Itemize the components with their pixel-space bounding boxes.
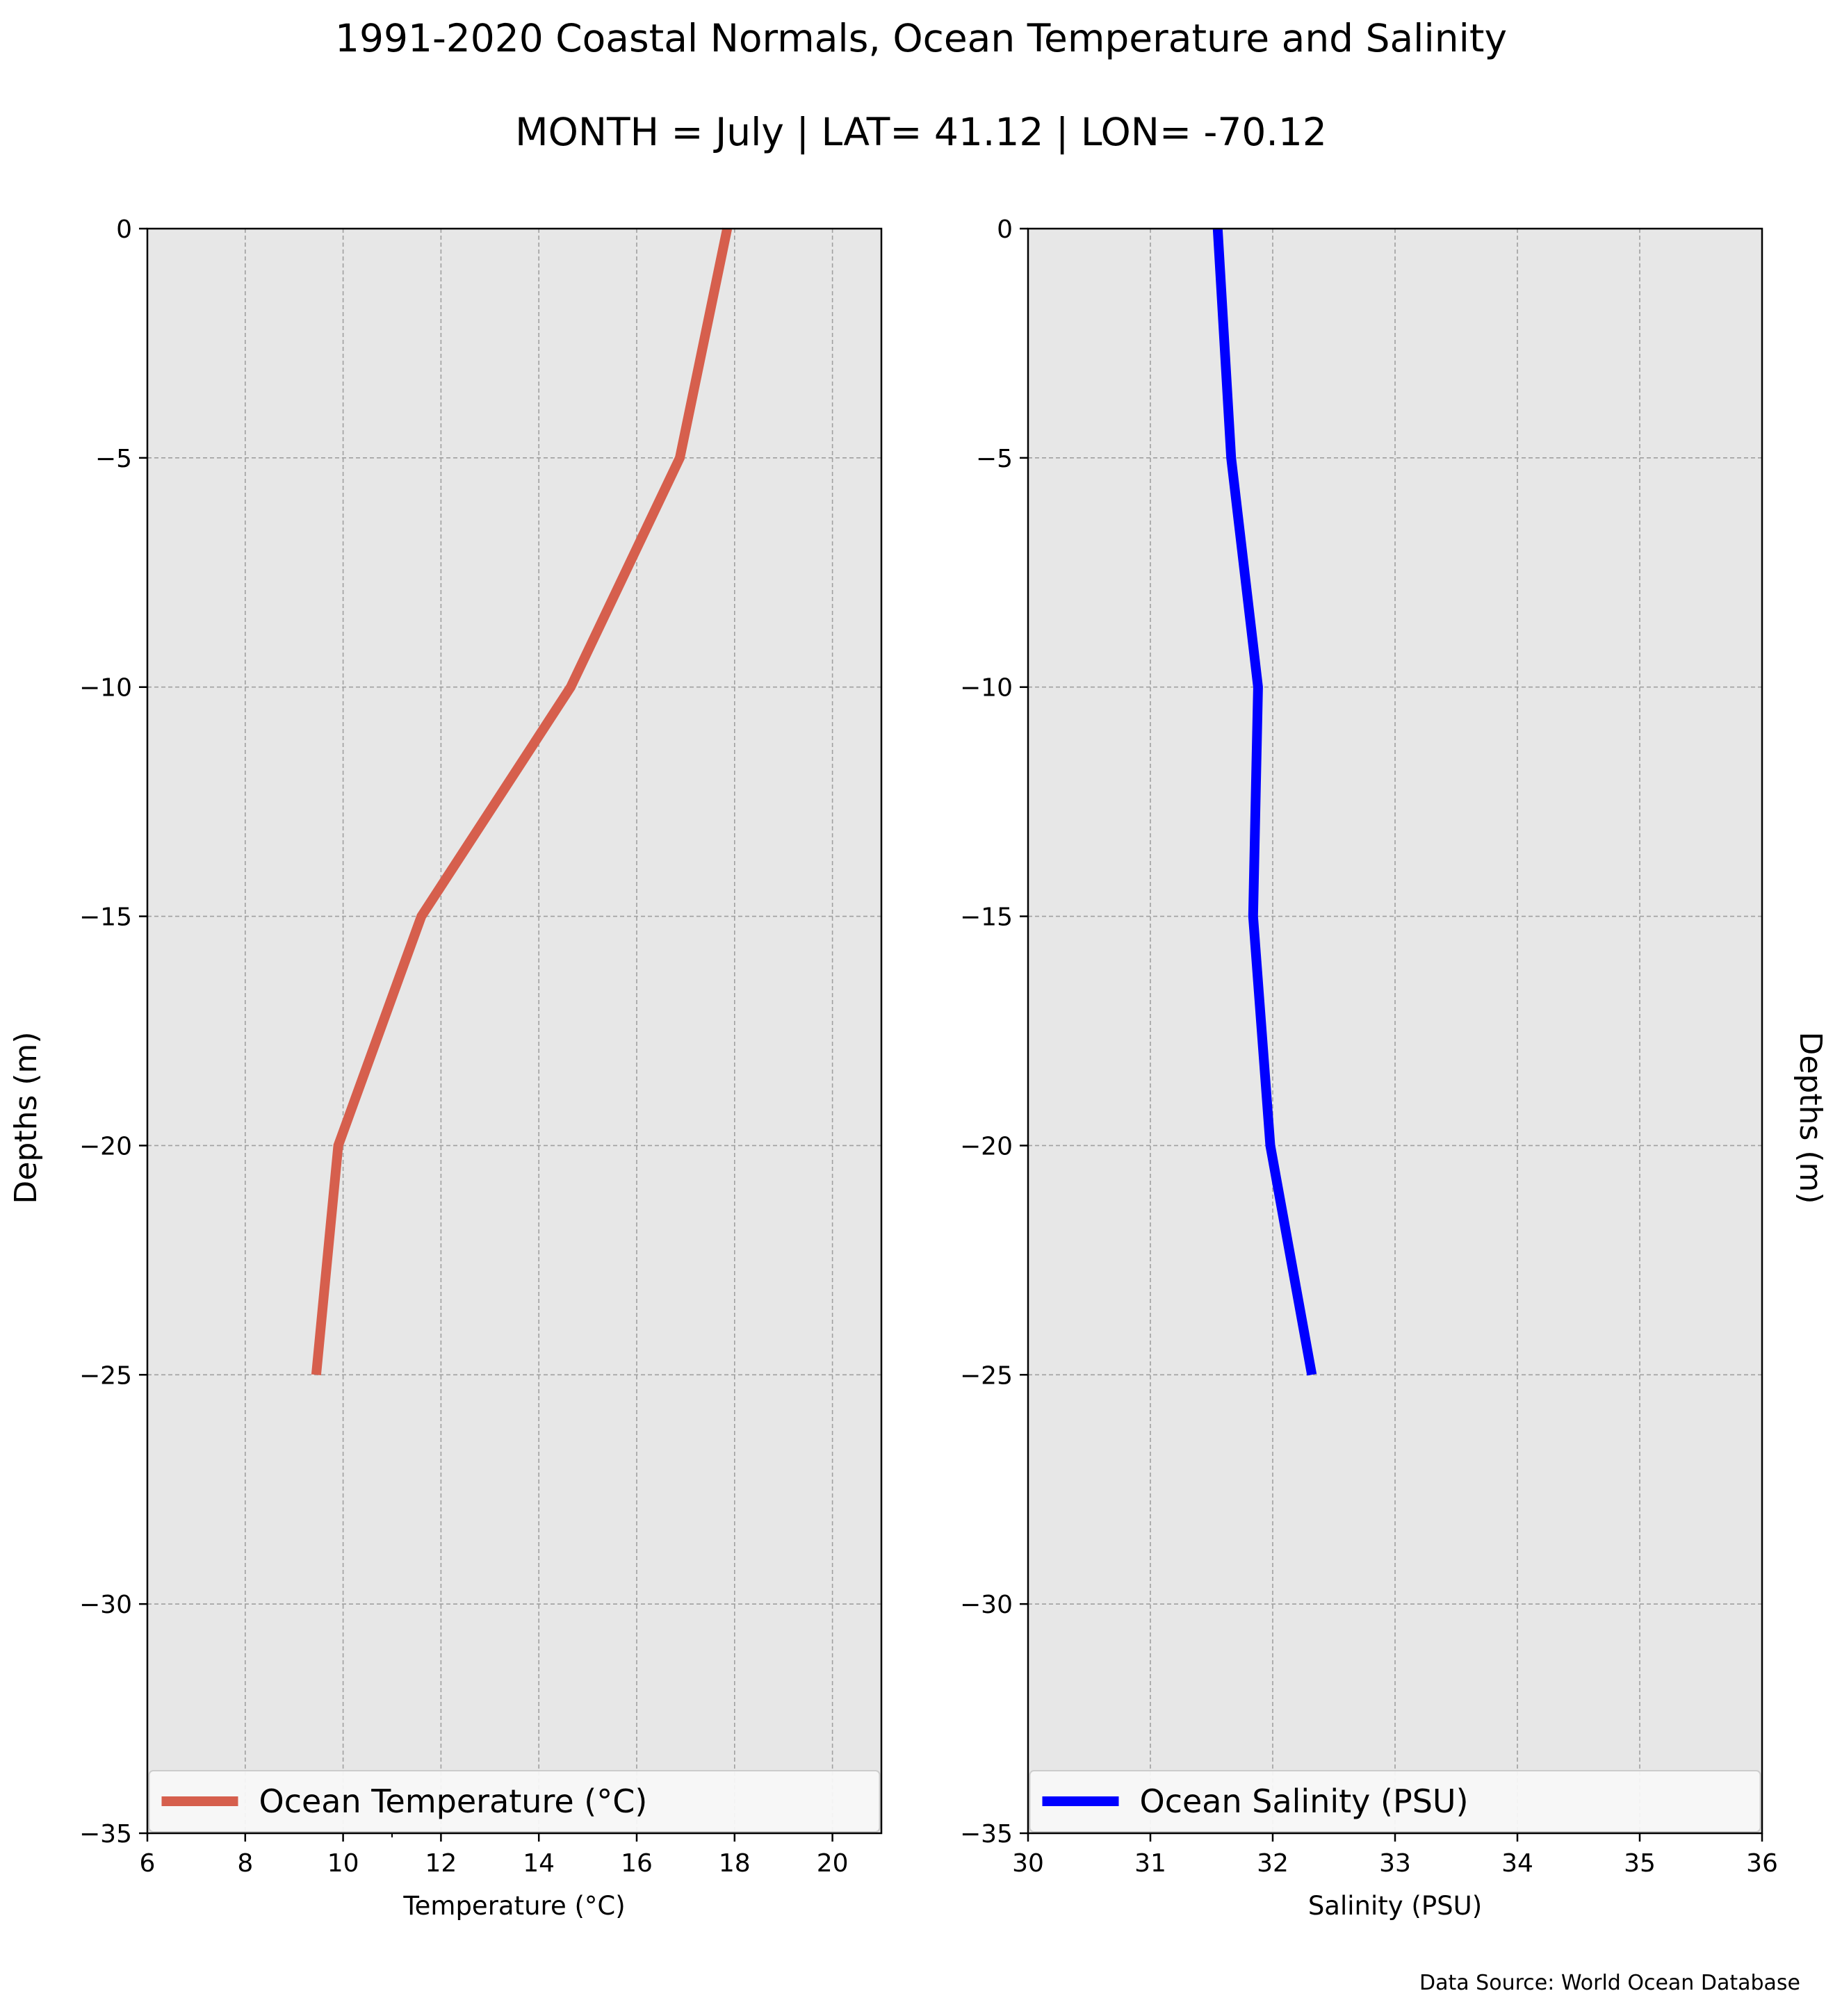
temperature-panel: Ocean Temperature (°C) 6 8 10 12 14 16 18 20 0 −… xyxy=(8,215,883,1921)
chart-title: 1991-2020 Coastal Normals, Ocean Tempera… xyxy=(335,16,1507,60)
salinity-y-tick-label: −35 xyxy=(960,1820,1013,1849)
salinity-y-tick-label: −20 xyxy=(960,1132,1013,1161)
temperature-y-tick-label: −10 xyxy=(79,674,132,703)
temperature-x-tick-label: 6 xyxy=(140,1849,156,1878)
temperature-x-tick-label: 8 xyxy=(237,1849,253,1878)
temperature-y-tick-label: −30 xyxy=(79,1591,132,1619)
temperature-y-tick-label: −35 xyxy=(79,1820,132,1849)
salinity-y-ticks: 0 −5 −10 −15 −20 −25 −30 −35 xyxy=(960,215,1028,1849)
temperature-series xyxy=(311,227,733,1375)
salinity-x-ticks: 30 31 32 33 34 35 36 xyxy=(1012,1833,1778,1878)
salinity-y-tick-label: −25 xyxy=(960,1361,1013,1390)
salinity-series xyxy=(1212,228,1317,1376)
salinity-x-tick-label: 34 xyxy=(1501,1849,1533,1878)
temperature-y-tick-label: −20 xyxy=(79,1132,132,1161)
salinity-y-tick-label: 0 xyxy=(997,215,1013,244)
data-source-note: Data Source: World Ocean Database xyxy=(1419,1971,1800,1995)
temperature-x-tick-label: 20 xyxy=(817,1849,849,1878)
temperature-x-tick-label: 10 xyxy=(327,1849,359,1878)
temperature-x-tick-label: 14 xyxy=(523,1849,555,1878)
salinity-x-tick-label: 30 xyxy=(1012,1849,1044,1878)
salinity-legend: Ocean Salinity (PSU) xyxy=(1029,1770,1761,1833)
temperature-legend-label: Ocean Temperature (°C) xyxy=(259,1783,648,1820)
salinity-y-tick-label: −10 xyxy=(960,674,1013,703)
temperature-line xyxy=(311,227,733,1375)
temperature-y-tick-label: −5 xyxy=(95,445,132,473)
salinity-x-tick-label: 31 xyxy=(1134,1849,1166,1878)
salinity-y-tick-label: −15 xyxy=(960,903,1013,932)
temperature-plot-background xyxy=(147,229,881,1833)
temperature-x-tick-label: 18 xyxy=(719,1849,751,1878)
salinity-x-tick-label: 35 xyxy=(1624,1849,1656,1878)
salinity-x-tick-label: 33 xyxy=(1379,1849,1411,1878)
temperature-x-axis-label: Temperature (°C) xyxy=(402,1891,625,1921)
salinity-x-tick-label: 32 xyxy=(1257,1849,1289,1878)
salinity-y-tick-label: −5 xyxy=(976,445,1013,473)
temperature-x-tick-label: 16 xyxy=(621,1849,653,1878)
temperature-y-axis-label: Depths (m) xyxy=(8,1031,44,1204)
salinity-y-axis-label: Depths (m) xyxy=(1793,1031,1828,1204)
temperature-x-ticks: 6 8 10 12 14 16 18 20 xyxy=(140,1833,849,1878)
temperature-y-tick-label: −15 xyxy=(79,903,132,932)
temperature-gridlines xyxy=(147,228,881,1834)
salinity-panel: Ocean Salinity (PSU) 30 31 32 33 34 35 36 0 −5 −… xyxy=(960,215,1828,1921)
salinity-y-tick-label: −30 xyxy=(960,1591,1013,1619)
chart-subtitle: MONTH = July | LAT= 41.12 | LON= -70.12 xyxy=(515,110,1327,155)
salinity-x-axis-label: Salinity (PSU) xyxy=(1308,1891,1482,1921)
temperature-legend: Ocean Temperature (°C) xyxy=(148,1770,881,1833)
temperature-y-ticks: 0 −5 −10 −15 −20 −25 −30 −35 xyxy=(79,215,147,1849)
salinity-line xyxy=(1212,228,1317,1376)
temperature-legend-box xyxy=(148,1770,881,1833)
salinity-legend-box xyxy=(1029,1770,1761,1833)
temperature-y-tick-label: −25 xyxy=(79,1361,132,1390)
temperature-plot-frame xyxy=(146,227,883,1835)
salinity-x-tick-label: 36 xyxy=(1746,1849,1778,1878)
temperature-y-tick-label: 0 xyxy=(116,215,132,244)
salinity-legend-label: Ocean Salinity (PSU) xyxy=(1140,1783,1469,1820)
temperature-x-tick-label: 12 xyxy=(425,1849,457,1878)
